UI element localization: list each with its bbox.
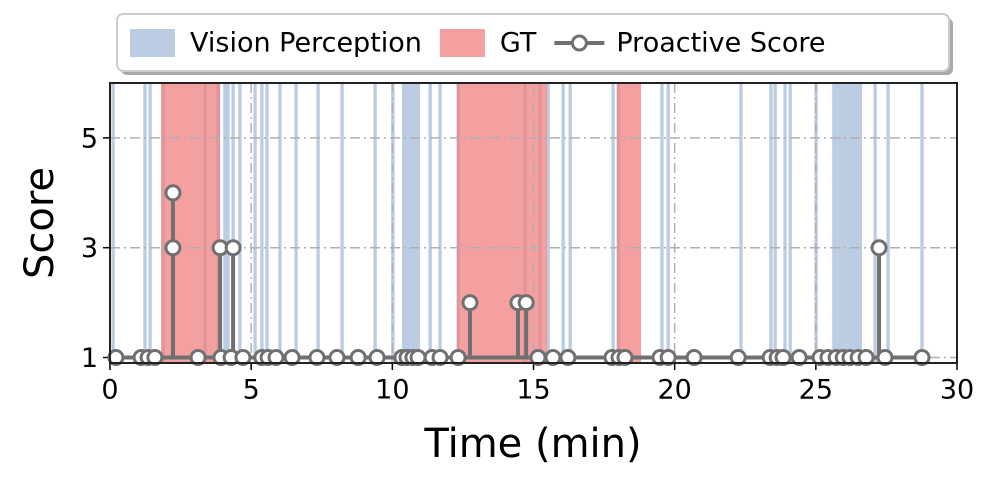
span — [401, 83, 421, 363]
score-marker — [857, 349, 875, 367]
span — [316, 83, 320, 363]
x-tick-label: 5 — [243, 375, 260, 406]
legend-box — [116, 13, 950, 72]
score-marker — [328, 349, 346, 367]
span — [223, 83, 227, 363]
span — [238, 83, 242, 363]
score-marker — [349, 349, 367, 367]
x-tick-label: 20 — [657, 375, 691, 406]
x-tick-label: 25 — [799, 375, 833, 406]
y-tick-label: 3 — [81, 233, 98, 264]
score-marker — [790, 349, 808, 367]
span — [294, 83, 298, 363]
score-marker — [283, 349, 301, 367]
span — [920, 83, 924, 363]
span — [739, 83, 743, 363]
span — [660, 83, 664, 363]
span — [148, 83, 152, 363]
score-marker — [267, 349, 285, 367]
score-marker — [308, 349, 326, 367]
plot-frame — [109, 82, 958, 364]
span — [265, 83, 269, 363]
x-axis-label: Time (min) — [423, 421, 641, 467]
y-tick-label: 5 — [81, 123, 98, 154]
score-marker — [876, 349, 894, 367]
score-marker — [431, 349, 449, 367]
score-marker — [146, 349, 164, 367]
legend-label: GT — [500, 28, 537, 59]
score-marker — [224, 239, 242, 257]
span — [373, 83, 377, 363]
span — [340, 83, 344, 363]
span — [873, 83, 877, 363]
span — [143, 83, 147, 363]
x-tick-label: 0 — [101, 375, 118, 406]
legend-swatch — [439, 29, 485, 57]
score-marker — [164, 239, 182, 257]
span — [561, 83, 565, 363]
span — [111, 83, 115, 363]
span — [769, 83, 773, 363]
score-marker — [685, 349, 703, 367]
span — [617, 83, 642, 363]
span — [278, 83, 282, 363]
span — [886, 83, 890, 363]
score-marker — [234, 349, 252, 367]
score-marker — [559, 349, 577, 367]
span — [456, 83, 548, 363]
score-marker — [517, 294, 535, 312]
score-marker — [164, 184, 182, 202]
score-marker — [616, 349, 634, 367]
span — [231, 83, 235, 363]
legend-label: Proactive Score — [616, 28, 825, 59]
legend-marker — [570, 34, 588, 52]
span — [788, 83, 792, 363]
span — [568, 83, 572, 363]
x-tick-label: 10 — [375, 375, 409, 406]
score-marker — [774, 349, 792, 367]
legend-swatch — [130, 29, 175, 57]
span — [260, 83, 264, 363]
score-marker — [729, 349, 747, 367]
y-tick-label: 1 — [81, 343, 98, 374]
score-marker — [449, 349, 467, 367]
legend: Vision Perception GT Proactive Score — [116, 13, 953, 75]
span — [773, 83, 777, 363]
span — [428, 83, 432, 363]
span — [226, 83, 230, 363]
legend-label: Vision Perception — [190, 28, 422, 59]
span — [438, 83, 442, 363]
span — [666, 83, 670, 363]
x-tick-label: 30 — [940, 375, 974, 406]
score-marker — [913, 349, 931, 367]
span — [546, 83, 550, 363]
span — [161, 83, 221, 363]
span — [832, 83, 863, 363]
score-marker — [461, 294, 479, 312]
score-marker — [107, 349, 125, 367]
span — [253, 83, 257, 363]
score-marker — [870, 239, 888, 257]
score-marker — [368, 349, 386, 367]
score-marker — [659, 349, 677, 367]
y-axis-label: Score — [17, 167, 63, 279]
score-marker — [189, 349, 207, 367]
span — [611, 83, 615, 363]
x-tick-label: 15 — [516, 375, 550, 406]
span — [783, 83, 787, 363]
